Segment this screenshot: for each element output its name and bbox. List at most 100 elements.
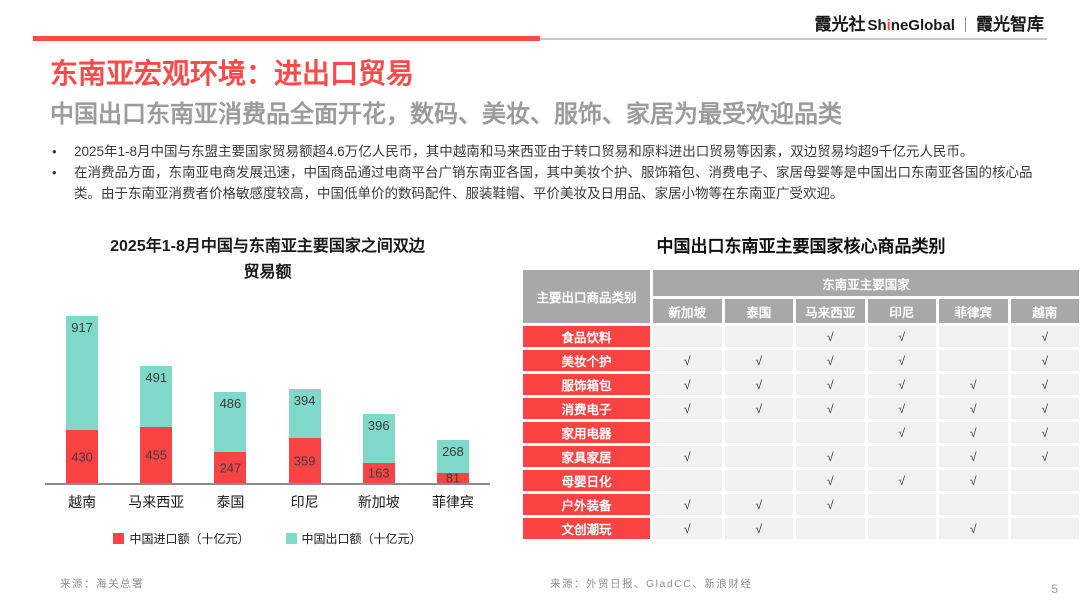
bar-segment-export: 917 xyxy=(66,316,99,430)
chart-title: 2025年1-8月中国与东南亚主要国家之间双边 贸易额 xyxy=(45,234,490,286)
bar-segment-import: 455 xyxy=(140,427,173,483)
bullet-text: 在消费品方面，东南亚电商发展迅速，中国商品通过电商平台广销东南亚各国，其中美妆个… xyxy=(74,165,1033,201)
table-check-cell-checked: √ xyxy=(867,422,936,443)
table-check-cell xyxy=(653,326,722,347)
table-col-header: 越南 xyxy=(1010,299,1079,323)
table-col-header: 菲律宾 xyxy=(939,299,1008,323)
bar-value-import: 430 xyxy=(71,449,93,464)
table-corner-header: 主要出口商品类别 xyxy=(523,270,650,323)
table-check-cell-checked: √ xyxy=(939,470,1008,491)
table-row-label: 服饰箱包 xyxy=(523,374,650,395)
table-row-label: 母婴日化 xyxy=(523,470,650,491)
chart-title-line1: 2025年1-8月中国与东南亚主要国家之间双边 xyxy=(110,238,425,255)
table-col-header: 印尼 xyxy=(867,299,936,323)
table-check-cell xyxy=(939,494,1008,515)
table-check-cell-checked: √ xyxy=(796,446,865,467)
source-left: 来源：海关总署 xyxy=(60,578,144,590)
brand-separator: ｜ xyxy=(957,17,973,34)
table-check-cell-checked: √ xyxy=(724,350,793,371)
table-check-cell-checked: √ xyxy=(724,374,793,395)
chart-title-line2: 贸易额 xyxy=(243,264,292,281)
table-check-cell-checked: √ xyxy=(1010,446,1079,467)
x-axis-label: 印尼 xyxy=(290,494,319,510)
table-row-label: 食品饮料 xyxy=(523,326,650,347)
table-check-cell xyxy=(796,422,865,443)
table-check-cell-checked: √ xyxy=(796,494,865,515)
legend-label: 中国出口额（十亿元） xyxy=(301,532,422,546)
bar-group: 396 163 xyxy=(342,414,416,483)
legend-swatch xyxy=(285,533,297,544)
bar-group: 268 81 xyxy=(416,440,490,486)
divider-red-segment xyxy=(33,36,540,41)
bar-value-import: 163 xyxy=(367,465,390,481)
bar-value-import: 247 xyxy=(219,460,242,475)
table-check-cell-checked: √ xyxy=(939,518,1008,539)
legend-label: 中国进口额（十亿元） xyxy=(129,532,250,546)
table-check-cell-checked: √ xyxy=(1010,326,1079,347)
bar-value-export: 486 xyxy=(219,396,242,411)
table-row-label: 家用电器 xyxy=(523,422,650,443)
stacked-bar: 394 359 xyxy=(288,389,321,483)
brand-name-cn: 霞光社 xyxy=(814,15,866,34)
bullet-text: 2025年1-8月中国与东盟主要国家贸易额超4.6万亿人民币，其中越南和马来西亚… xyxy=(74,144,974,159)
table-check-cell-checked: √ xyxy=(1010,398,1079,419)
bar-value-export: 268 xyxy=(442,444,464,459)
table-check-cell-checked: √ xyxy=(1010,422,1079,443)
table-check-cell-checked: √ xyxy=(796,374,865,395)
brand-logo: 霞光社 ShineGlobal ｜ 霞光智库 xyxy=(814,10,1044,35)
table-check-cell-checked: √ xyxy=(796,398,865,419)
legend-swatch xyxy=(113,533,125,544)
bar-value-export: 491 xyxy=(145,370,168,385)
table-check-cell-checked: √ xyxy=(867,470,936,491)
bar-group: 491 455 xyxy=(119,366,193,483)
bar-segment-export: 394 xyxy=(288,389,321,438)
page-title: 东南亚宏观环境：进出口贸易 xyxy=(50,58,415,89)
table-check-cell-checked: √ xyxy=(653,398,722,419)
table-title: 中国出口东南亚主要国家核心商品类别 xyxy=(656,237,946,256)
bullet-item: • 2025年1-8月中国与东盟主要国家贸易额超4.6万亿人民币，其中越南和马来… xyxy=(52,141,1050,162)
chart-legend: 中国进口额（十亿元） 中国出口额（十亿元） xyxy=(45,530,490,547)
x-axis-label: 马来西亚 xyxy=(128,494,185,510)
table-check-cell xyxy=(653,422,722,443)
table-check-cell xyxy=(867,518,936,539)
bar-value-export: 917 xyxy=(71,320,93,335)
bar-segment-import: 163 xyxy=(362,463,395,483)
bar-value-export: 396 xyxy=(367,418,390,433)
table-check-cell-checked: √ xyxy=(939,422,1008,443)
bar-segment-export: 486 xyxy=(214,392,247,452)
bullet-list: • 2025年1-8月中国与东盟主要国家贸易额超4.6万亿人民币，其中越南和马来… xyxy=(52,141,1050,204)
bar-value-import: 81 xyxy=(445,470,461,486)
table-check-cell-checked: √ xyxy=(867,350,936,371)
table-row-label: 文创潮玩 xyxy=(523,518,650,539)
table-col-header: 马来西亚 xyxy=(796,299,865,323)
table-check-cell xyxy=(724,326,793,347)
title-divider xyxy=(33,36,1047,41)
commodity-table-block: 中国出口东南亚主要国家核心商品类别 主要出口商品类别 东南亚主要国家 新加坡 泰国 马来… xyxy=(523,232,1079,539)
page-number: 5 xyxy=(1051,582,1058,596)
trade-chart-block: 2025年1-8月中国与东南亚主要国家之间双边 贸易额 917 430 491 455… xyxy=(45,234,490,547)
bar-segment-export: 491 xyxy=(140,366,173,427)
table-check-cell-checked: √ xyxy=(1010,374,1079,395)
table-check-cell xyxy=(1010,470,1079,491)
legend-item: 中国进口额（十亿元） xyxy=(113,530,250,547)
table-check-cell-checked: √ xyxy=(653,350,722,371)
table-check-cell-checked: √ xyxy=(796,326,865,347)
stacked-bar: 396 163 xyxy=(362,414,395,483)
table-check-cell xyxy=(1010,518,1079,539)
bar-segment-import: 81 xyxy=(436,471,469,486)
table-row-label: 消费电子 xyxy=(523,398,650,419)
table-check-cell xyxy=(867,494,936,515)
x-axis-label: 新加坡 xyxy=(357,494,400,510)
table-check-cell-checked: √ xyxy=(796,470,865,491)
table-check-cell-checked: √ xyxy=(796,350,865,371)
bar-segment-export: 396 xyxy=(362,414,395,463)
source-right: 来源：外贸日报、GladCC、新浪财经 xyxy=(550,578,753,590)
table-check-cell-checked: √ xyxy=(1010,350,1079,371)
table-check-cell-checked: √ xyxy=(867,398,936,419)
brand-name-suffix: 霞光智库 xyxy=(976,15,1044,34)
table-check-cell xyxy=(724,470,793,491)
table-col-header: 新加坡 xyxy=(653,299,722,323)
page-subtitle: 中国出口东南亚消费品全面开花，数码、美妆、服饰、家居为最受欢迎品类 xyxy=(50,101,842,128)
bar-group: 917 430 xyxy=(45,316,119,483)
